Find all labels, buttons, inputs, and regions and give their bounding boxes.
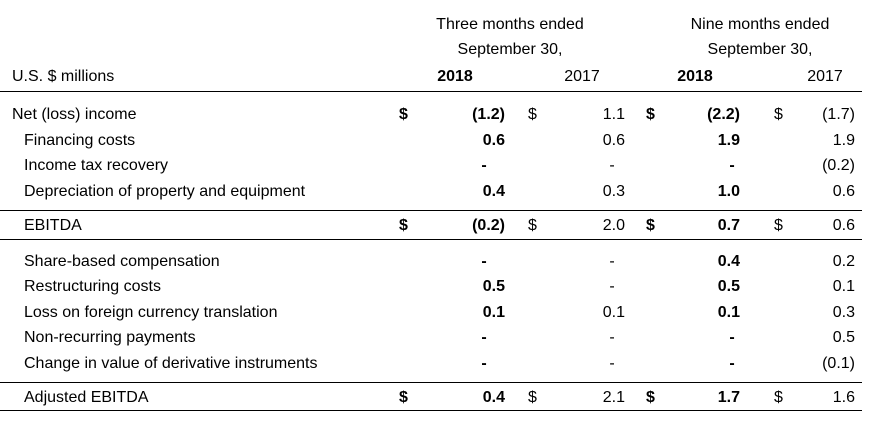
cell-9m-2017: (1.7) <box>822 106 855 123</box>
ebitda-top-rule <box>0 210 862 211</box>
cell-3m-2017: 2.0 <box>602 217 625 234</box>
dollar-sign: $ <box>774 389 783 406</box>
row-label: Loss on foreign currency translation <box>24 304 278 321</box>
cell-9m-2018: 1.9 <box>717 132 740 149</box>
row-label: EBITDA <box>24 217 82 234</box>
nine-months-header-line1: Nine months ended <box>690 16 830 33</box>
cell-3m-2018: - <box>481 355 487 372</box>
cell-9m-2017: 0.5 <box>832 329 855 346</box>
dollar-sign: $ <box>646 217 655 234</box>
cell-9m-2018: 0.5 <box>717 278 740 295</box>
cell-3m-2018: (1.2) <box>472 106 505 123</box>
cell-3m-2018: 0.6 <box>482 132 505 149</box>
cell-9m-2018: (2.2) <box>707 106 740 123</box>
cell-3m-2018: - <box>481 329 487 346</box>
cell-9m-2017: 1.9 <box>832 132 855 149</box>
dollar-sign: $ <box>528 106 537 123</box>
cell-3m-2017: - <box>609 278 615 295</box>
cell-3m-2017: 0.6 <box>602 132 625 149</box>
cell-9m-2018: 1.0 <box>717 183 740 200</box>
cell-9m-2017: 0.3 <box>832 304 855 321</box>
cell-3m-2017: 2.1 <box>602 389 625 406</box>
cell-9m-2017: 0.6 <box>832 183 855 200</box>
cell-9m-2017: 0.6 <box>832 217 855 234</box>
col-3m-2018: 2018 <box>437 68 473 85</box>
row-label: Financing costs <box>24 132 136 149</box>
cell-9m-2018: - <box>729 157 735 174</box>
cell-3m-2017: - <box>609 355 615 372</box>
cell-3m-2017: 0.1 <box>602 304 625 321</box>
header-rule <box>0 91 862 92</box>
cell-3m-2018: 0.1 <box>482 304 505 321</box>
cell-9m-2018: 0.1 <box>717 304 740 321</box>
row-label: Adjusted EBITDA <box>24 389 149 406</box>
col-9m-2018: 2018 <box>677 68 713 85</box>
ebitda-bottom-rule <box>0 239 862 240</box>
dollar-sign: $ <box>774 106 783 123</box>
cell-9m-2017: (0.1) <box>822 355 855 372</box>
three-months-header-line1: Three months ended <box>436 16 584 33</box>
cell-9m-2018: 1.7 <box>717 389 740 406</box>
adjusted-ebitda-top-rule <box>0 382 862 383</box>
cell-3m-2017: 1.1 <box>602 106 625 123</box>
dollar-sign: $ <box>774 217 783 234</box>
table-bottom-rule <box>0 410 862 411</box>
cell-9m-2018: 0.4 <box>717 253 740 270</box>
cell-9m-2018: - <box>729 329 735 346</box>
dollar-sign: $ <box>399 389 408 406</box>
row-label: Restructuring costs <box>24 278 161 295</box>
cell-3m-2017: - <box>609 329 615 346</box>
dollar-sign: $ <box>399 106 408 123</box>
cell-3m-2018: - <box>481 157 487 174</box>
dollar-sign: $ <box>399 217 408 234</box>
nine-months-header-line2: September 30, <box>707 41 813 58</box>
dollar-sign: $ <box>528 217 537 234</box>
row-label: Change in value of derivative instrument… <box>24 355 318 372</box>
cell-9m-2017: (0.2) <box>822 157 855 174</box>
row-label: Net (loss) income <box>12 106 137 123</box>
units-label: U.S. $ millions <box>12 68 115 85</box>
cell-3m-2017: - <box>609 157 615 174</box>
row-label: Non-recurring payments <box>24 329 196 346</box>
three-months-header-line2: September 30, <box>457 41 563 58</box>
row-label: Depreciation of property and equipment <box>24 183 306 200</box>
col-9m-2017: 2017 <box>807 68 843 85</box>
cell-3m-2018: 0.5 <box>482 278 505 295</box>
cell-9m-2018: - <box>729 355 735 372</box>
row-label: Income tax recovery <box>24 157 169 174</box>
cell-9m-2017: 0.1 <box>832 278 855 295</box>
row-label: Share-based compensation <box>24 253 220 270</box>
cell-9m-2017: 1.6 <box>832 389 855 406</box>
cell-3m-2018: (0.2) <box>472 217 505 234</box>
cell-3m-2017: 0.3 <box>602 183 625 200</box>
cell-9m-2018: 0.7 <box>717 217 740 234</box>
cell-3m-2018: - <box>481 253 487 270</box>
dollar-sign: $ <box>528 389 537 406</box>
col-3m-2017: 2017 <box>564 68 600 85</box>
cell-3m-2018: 0.4 <box>482 389 505 406</box>
dollar-sign: $ <box>646 389 655 406</box>
dollar-sign: $ <box>646 106 655 123</box>
cell-3m-2018: 0.4 <box>482 183 505 200</box>
cell-9m-2017: 0.2 <box>832 253 855 270</box>
cell-3m-2017: - <box>609 253 615 270</box>
